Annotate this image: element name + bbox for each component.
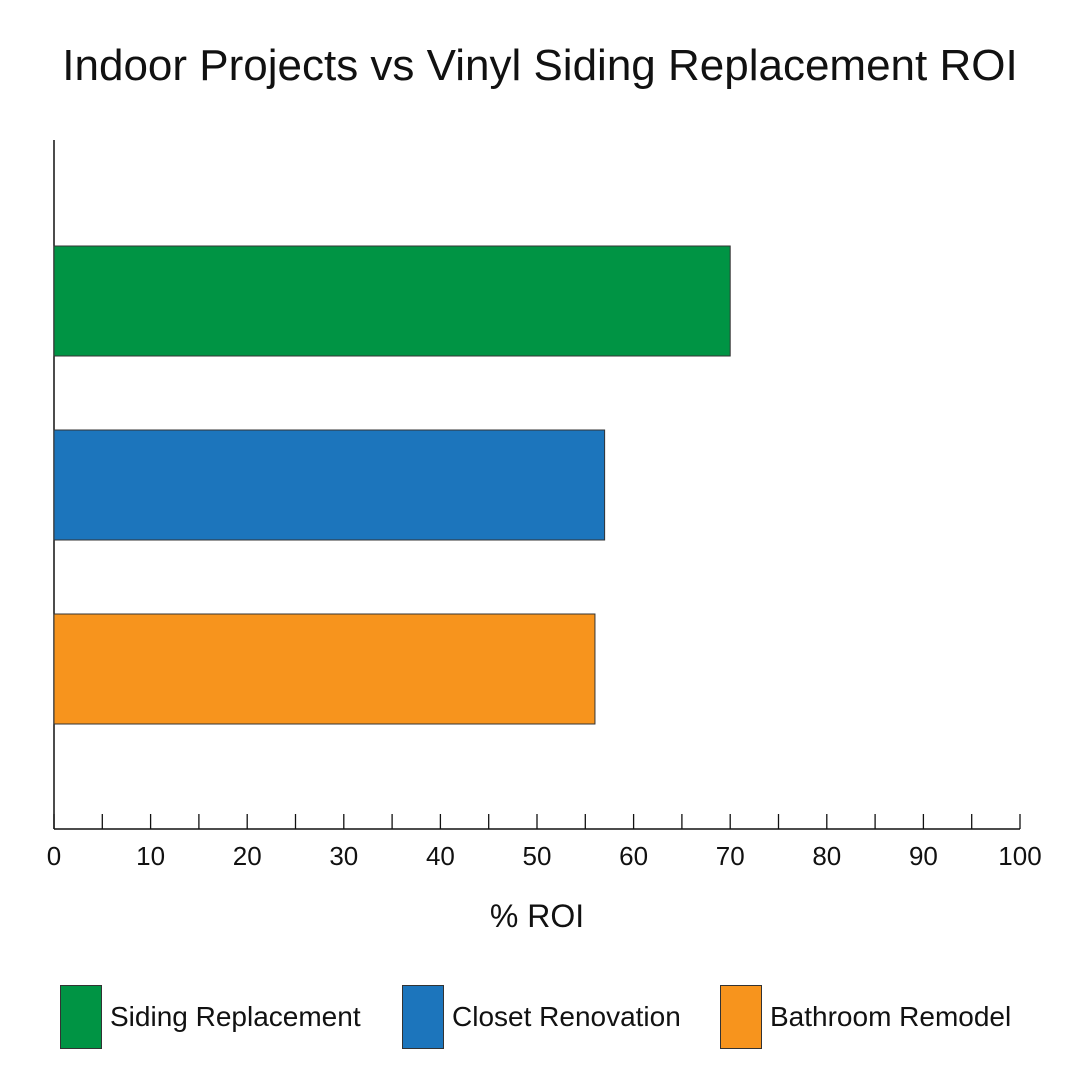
bar-chart: 0 10 20 30 40 50 60 70 80 90 100 % ROI — [47, 140, 1042, 934]
x-tick-label-20: 20 — [233, 841, 262, 871]
x-tick-label-40: 40 — [426, 841, 455, 871]
x-tick-label-90: 90 — [909, 841, 938, 871]
x-tick-label-70: 70 — [716, 841, 745, 871]
x-tick-label-50: 50 — [523, 841, 552, 871]
legend-swatch-closet-renovation — [402, 985, 444, 1049]
bars-group — [53, 245, 731, 725]
legend-item-closet-renovation: Closet Renovation — [402, 984, 681, 1050]
legend-label-bathroom-remodel: Bathroom Remodel — [770, 1001, 1012, 1032]
bar-bathroom-remodel — [53, 613, 596, 725]
x-tick-label-0: 0 — [47, 841, 61, 871]
x-axis-title: % ROI — [490, 898, 584, 934]
bar-closet-renovation — [53, 429, 606, 541]
bar-siding-replacement — [53, 245, 731, 357]
x-tick-label-30: 30 — [329, 841, 358, 871]
legend-label-closet-renovation: Closet Renovation — [452, 1001, 681, 1032]
legend-item-bathroom-remodel: Bathroom Remodel — [720, 984, 1011, 1050]
legend-swatch-siding-replacement — [60, 985, 102, 1049]
legend-item-siding-replacement: Siding Replacement — [60, 984, 361, 1050]
x-tick-label-10: 10 — [136, 841, 165, 871]
legend-swatch-bathroom-remodel — [720, 985, 762, 1049]
x-ticks-group — [53, 814, 1021, 829]
legend: Siding Replacement Closet Renovation Bat… — [0, 984, 1080, 1050]
x-tick-label-100: 100 — [998, 841, 1041, 871]
chart-title: Indoor Projects vs Vinyl Siding Replacem… — [62, 41, 1018, 90]
x-tick-labels-group: 0 10 20 30 40 50 60 70 80 90 100 — [47, 841, 1042, 871]
legend-label-siding-replacement: Siding Replacement — [110, 1001, 361, 1032]
x-tick-label-60: 60 — [619, 841, 648, 871]
x-tick-label-80: 80 — [812, 841, 841, 871]
